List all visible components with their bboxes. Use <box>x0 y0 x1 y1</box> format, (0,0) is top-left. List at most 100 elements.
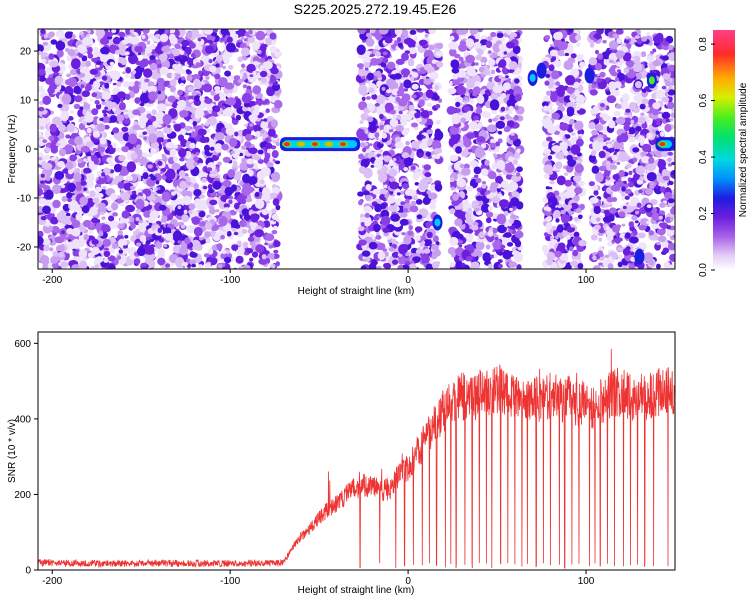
heatmap-cell <box>506 242 514 247</box>
heatmap-cell <box>67 116 74 121</box>
heatmap-cell <box>69 200 79 212</box>
heatmap-cell <box>359 217 365 223</box>
heatmap-cell <box>103 258 109 263</box>
heatmap-cell <box>242 173 251 184</box>
heatmap-cell <box>215 209 220 213</box>
heatmap-cell <box>416 67 421 72</box>
heatmap-cell <box>389 181 399 190</box>
heatmap-cell <box>41 219 47 225</box>
heatmap-cell <box>108 264 116 269</box>
heatmap-cell <box>118 56 124 64</box>
heatmap-cell <box>42 205 51 215</box>
heatmap-cell <box>134 45 144 53</box>
heatmap-cell <box>174 43 181 49</box>
heatmap-cell <box>143 136 148 141</box>
heatmap-cell <box>402 183 410 190</box>
heatmap-cell <box>181 214 189 223</box>
heatmap-cell <box>415 117 422 123</box>
heatmap-cell <box>132 85 140 94</box>
heatmap-cell <box>505 162 515 173</box>
heatmap-cell <box>109 101 117 108</box>
heatmap-cell <box>365 256 371 262</box>
heatmap-cell <box>111 29 117 34</box>
heatmap-cell <box>217 264 223 269</box>
heatmap-cell <box>130 56 139 63</box>
heatmap-cell <box>130 152 138 160</box>
heatmap-cell <box>215 55 224 62</box>
heatmap-cell <box>245 248 254 254</box>
heatmap-cell <box>190 209 199 218</box>
heatmap-cell <box>570 260 579 267</box>
heatmap-cell <box>214 73 221 80</box>
heatmap-cell <box>492 240 503 250</box>
heatmap-cell <box>222 108 231 117</box>
heatmap-cell <box>375 137 379 141</box>
heatmap-cell <box>492 117 498 122</box>
heatmap-cell <box>433 148 443 154</box>
heatmap-cell <box>244 123 248 127</box>
heatmap-cell <box>112 127 120 134</box>
heatmap-cell <box>398 244 408 255</box>
heatmap-cell <box>112 142 117 149</box>
heatmap-cell <box>360 265 367 269</box>
heatmap-cell <box>568 29 573 32</box>
heatmap-cell <box>177 89 184 96</box>
heatmap-cell <box>431 261 440 269</box>
heatmap-cell <box>481 35 487 40</box>
heatmap-cell <box>570 68 580 78</box>
heatmap-cell <box>102 109 107 114</box>
heatmap-cell <box>142 172 149 180</box>
heatmap-cell <box>423 63 431 71</box>
heatmap-cell <box>43 34 49 39</box>
heatmap-cell <box>424 172 432 178</box>
heatmap-cell <box>101 91 112 101</box>
heatmap-cell <box>119 202 125 207</box>
heatmap-cell <box>550 92 558 102</box>
heatmap-cell <box>156 137 163 144</box>
heatmap-cell <box>40 173 45 178</box>
heatmap-cell <box>135 208 142 214</box>
heatmap-cell <box>70 58 81 70</box>
heatmap-cell <box>236 196 243 202</box>
heatmap-cell <box>157 257 166 266</box>
heatmap-cell <box>416 29 425 33</box>
heatmap-cell <box>203 29 213 35</box>
heatmap-cell <box>455 101 461 108</box>
heatmap-cell <box>243 214 251 221</box>
heatmap-cell <box>125 67 132 74</box>
heatmap-cell <box>104 106 108 110</box>
heatmap-cell <box>264 152 271 159</box>
heatmap-cell <box>71 227 81 237</box>
heatmap-cell <box>141 34 146 40</box>
heatmap-cell <box>82 103 91 110</box>
heatmap-cell <box>371 93 378 100</box>
heatmap-cell <box>580 80 584 85</box>
heatmap-cell <box>223 231 228 236</box>
heatmap-cell <box>208 58 213 64</box>
heatmap-cell <box>573 216 579 222</box>
heatmap-cell <box>379 113 384 120</box>
heatmap-cell <box>401 264 410 269</box>
heatmap-cell <box>404 189 414 196</box>
heatmap-cell <box>103 113 108 117</box>
heatmap-cell <box>265 108 270 113</box>
heatmap-cell <box>41 58 47 63</box>
heatmap-cell <box>219 177 225 183</box>
heatmap-cell <box>388 168 398 177</box>
heatmap-cell <box>242 241 249 248</box>
heatmap-cell <box>483 69 490 76</box>
heatmap-cell <box>512 32 518 38</box>
heatmap-cell <box>173 156 179 162</box>
heatmap-cell <box>190 131 198 138</box>
heatmap-cell <box>224 82 235 90</box>
heatmap-cell <box>397 255 406 265</box>
heatmap-cell <box>360 222 365 227</box>
heatmap-cell <box>193 156 199 161</box>
heatmap-cell <box>189 42 196 49</box>
heatmap-cell <box>259 179 265 185</box>
heatmap-cell <box>509 225 517 231</box>
heatmap-cell <box>559 122 569 131</box>
heatmap-cell <box>470 261 480 269</box>
heatmap-cell <box>241 158 246 163</box>
heatmap-cell <box>541 140 550 148</box>
